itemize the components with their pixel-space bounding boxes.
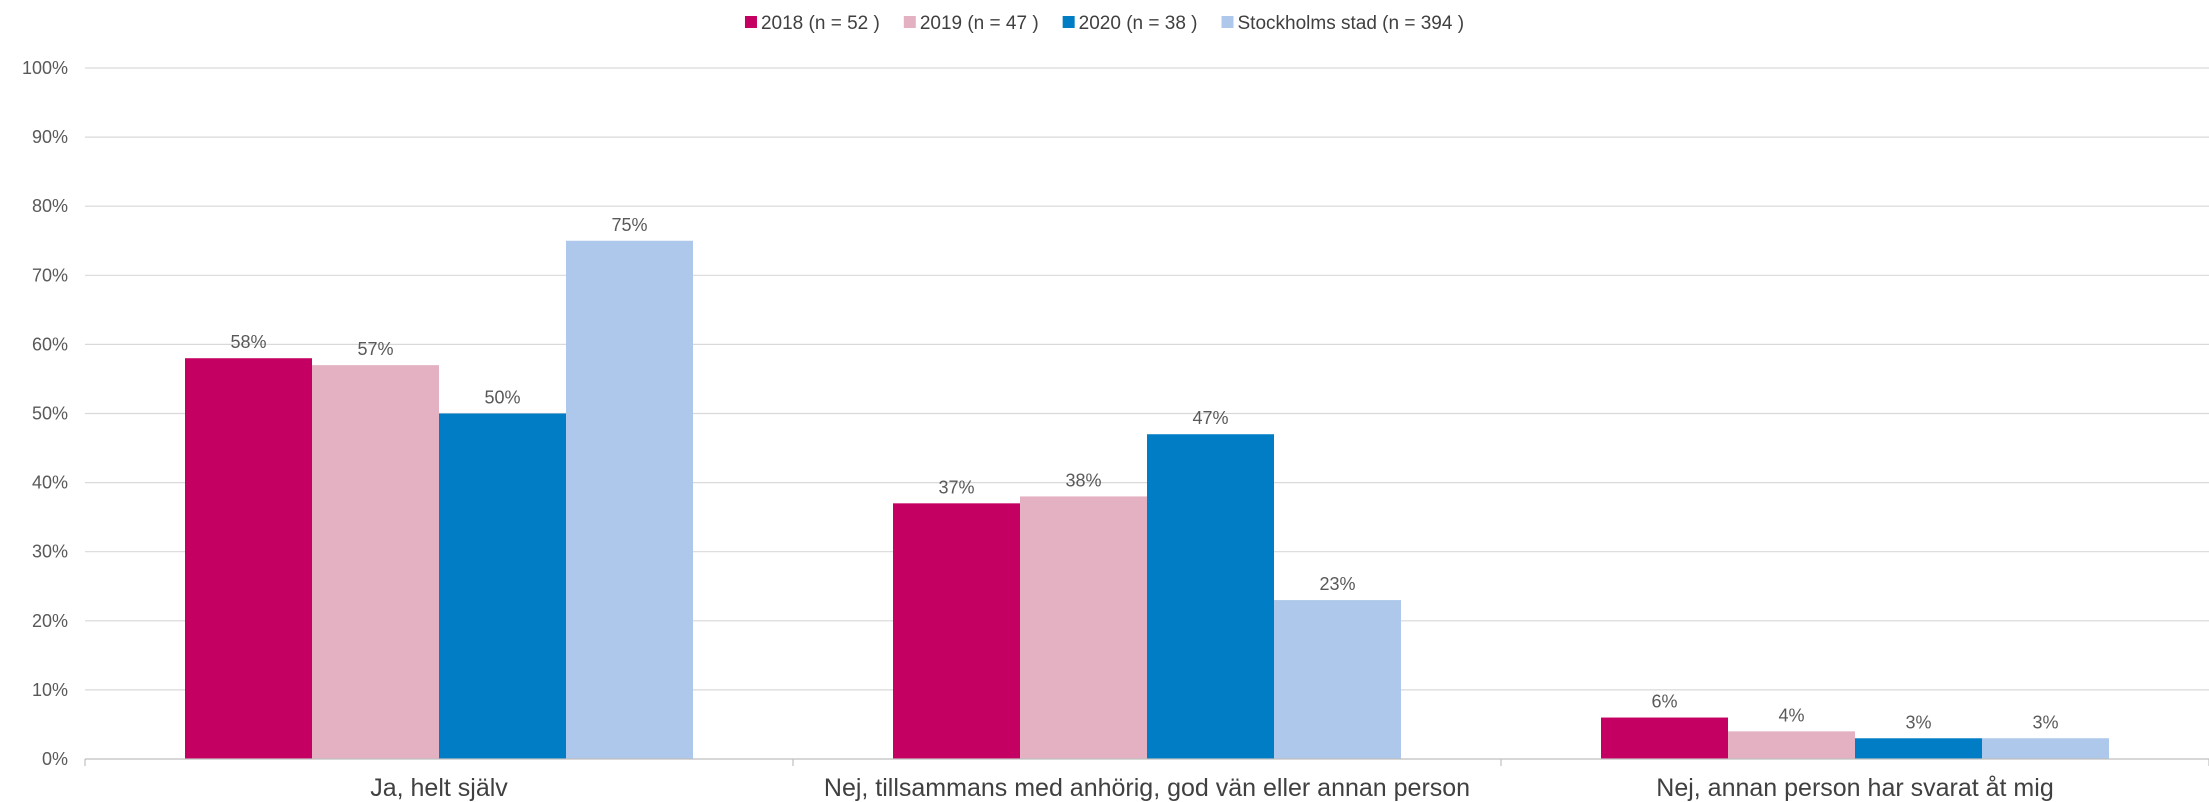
data-label: 3%: [1905, 712, 1931, 732]
legend-label: 2020 (n = 38 ): [1079, 13, 1198, 34]
data-label: 3%: [2032, 712, 2058, 732]
data-label: 38%: [1065, 470, 1101, 490]
data-label: 57%: [357, 339, 393, 359]
bar-4-3: [1982, 738, 2109, 759]
data-label: 23%: [1319, 574, 1355, 594]
legend-swatch: [1221, 16, 1234, 28]
y-tick-label: 50%: [32, 404, 68, 424]
bar-2-2: [1020, 496, 1147, 759]
legend-item-4: Stockholms stad (n = 394 ): [1221, 13, 1465, 34]
data-label: 75%: [611, 215, 647, 235]
y-tick-label: 30%: [32, 542, 68, 562]
legend-swatch: [1062, 16, 1075, 28]
legend-swatch: [744, 16, 757, 28]
bar-2-1: [312, 365, 439, 759]
legend-label: 2018 (n = 52 ): [761, 13, 880, 34]
category-label: Nej, tillsammans med anhörig, god vän el…: [824, 774, 1470, 802]
y-tick-label: 100%: [22, 58, 68, 78]
data-label: 37%: [938, 477, 974, 497]
bar-3-3: [1855, 738, 1982, 759]
data-label: 50%: [484, 388, 520, 408]
bar-2-3: [1728, 731, 1855, 759]
category-label: Nej, annan person har svarat åt mig: [1656, 774, 2053, 802]
y-axis-tick-labels: 0% 10% 20% 30% 40% 50% 60% 70% 80% 90% 100%: [22, 58, 68, 769]
legend-label: Stockholms stad (n = 394 ): [1238, 13, 1465, 34]
bar-1-1: [185, 358, 312, 759]
data-labels: 58% 57% 50% 75% 37% 38% 47% 23% 6% 4% 3% 3%: [230, 215, 2058, 733]
y-tick-label: 0%: [42, 749, 68, 769]
legend-item-3: 2020 (n = 38 ): [1062, 13, 1198, 34]
y-tick-label: 80%: [32, 196, 68, 216]
y-tick-label: 60%: [32, 334, 68, 354]
legend-label: 2019 (n = 47 ): [920, 13, 1039, 34]
data-label: 6%: [1651, 692, 1677, 712]
legend-swatch: [903, 16, 916, 28]
bars: [185, 240, 2109, 759]
bar-3-1: [439, 413, 566, 759]
bar-1-3: [1601, 717, 1728, 759]
data-label: 47%: [1192, 408, 1228, 428]
legend-item-2: 2019 (n = 47 ): [903, 13, 1039, 34]
y-tick-label: 70%: [32, 265, 68, 285]
legend-item-1: 2018 (n = 52 ): [744, 13, 880, 34]
x-axis-category-labels: Ja, helt själv Nej, tillsammans med anhör…: [370, 774, 2054, 802]
bar-4-1: [566, 240, 693, 759]
bar-3-2: [1147, 434, 1274, 759]
legend: 2018 (n = 52 ) 2019 (n = 47 ) 2020 (n = 38…: [744, 13, 1465, 34]
category-label: Ja, helt själv: [370, 774, 508, 802]
y-tick-label: 10%: [32, 680, 68, 700]
bar-4-2: [1274, 600, 1401, 759]
x-axis: [84, 758, 2209, 766]
y-tick-label: 40%: [32, 473, 68, 493]
bar-1-2: [893, 503, 1020, 759]
y-tick-label: 20%: [32, 611, 68, 631]
data-label: 58%: [230, 332, 266, 352]
y-tick-label: 90%: [32, 127, 68, 147]
data-label: 4%: [1778, 705, 1804, 725]
